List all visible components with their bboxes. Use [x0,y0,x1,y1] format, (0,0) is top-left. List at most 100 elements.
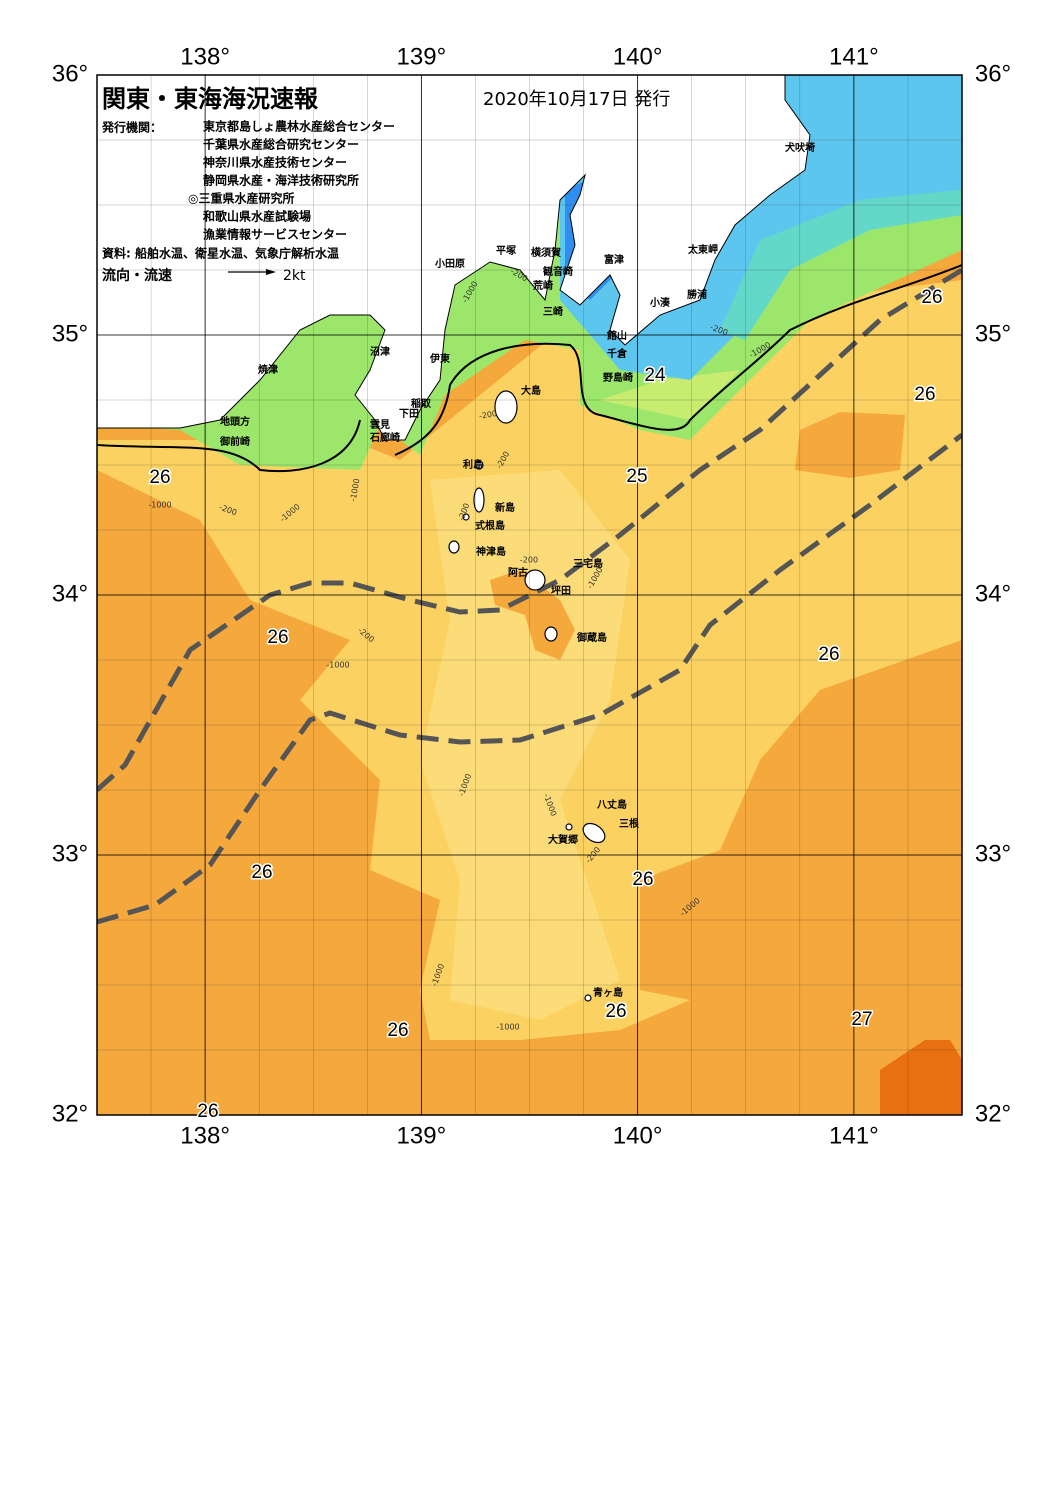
source: 資料: 船舶水温、衛星水温、気象庁解析水温 [102,246,339,261]
grid [97,74,962,1116]
title: 関東・東海海況速報 [102,85,319,113]
place-name: 太東岬 [687,243,718,256]
longitude-label: 138° [180,43,230,70]
temperature-label: 26 [921,287,942,308]
place-name: 勝浦 [687,288,707,301]
islands [448,390,606,1002]
issuer: 神奈川県水産技術センター [203,155,347,170]
temperature-label: 25 [626,466,647,487]
sea-coastal-yellowgreen [600,370,740,420]
latitude-label: 36° [52,60,88,87]
longitude-label: 139° [397,43,447,70]
issue-date: 2020年10月17日 発行 [483,89,670,110]
legend-arrowhead [266,269,276,275]
place-name: 荒崎 [532,279,553,292]
place-name: 館山 [606,329,627,342]
legend-label: 流向・流速 [102,267,172,284]
place-name: 阿古 [508,566,528,579]
place-name: 横須賀 [531,246,561,259]
place-name: 大島 [521,384,541,397]
issuer-label: 発行機関： [101,120,162,135]
legend-scale: 2kt [283,268,306,284]
isotherm-line [97,264,962,473]
sea-warm-patch [795,412,905,478]
land [97,75,811,441]
temperature-label: 26 [914,384,935,405]
depth-label: -200 [520,556,538,565]
place-name: 青ヶ島 [593,986,623,999]
depth-label: -1000 [349,478,362,502]
map-frame [96,74,963,1116]
place-name: 富津 [604,253,624,266]
place-name: 小田原 [434,257,465,270]
place-name: 稲取 [411,397,432,410]
latitude-label: 33° [975,840,1011,867]
temperature-label: 26 [149,467,170,488]
temperature-label: 26 [818,644,839,665]
place-name: 利島 [463,458,483,471]
place-name: 三根 [619,817,639,830]
place-name: 地頭方 [220,415,250,428]
place-name: 式根島 [475,519,505,532]
temperature-label: 26 [197,1101,218,1122]
issuer: 東京都島しょ農林水産総合センター [203,119,395,134]
temperature-label: 26 [267,627,288,648]
latitude-label: 35° [975,320,1011,347]
current-axis [97,267,962,792]
longitude-label: 138° [180,1122,230,1149]
longitude-label: 141° [829,1122,879,1149]
depth-label: -200 [478,409,497,421]
place-name: 御前崎 [219,435,250,448]
place-name: 観音崎 [543,265,573,278]
temperature-label: 26 [605,1001,626,1022]
place-name: 下田 [399,408,419,420]
place-name: 千倉 [607,347,628,360]
depth-label: -1000 [496,1023,519,1032]
issuer: 静岡県水産・海洋技術研究所 [203,173,359,188]
place-name: 焼津 [258,363,278,376]
place-name: 八丈島 [596,798,627,811]
place-name: 平塚 [496,244,516,257]
latitude-label: 34° [975,580,1011,607]
issuer: 和歌山県水産試験場 [202,209,311,224]
temperature-label: 26 [251,862,272,883]
place-name: 沼津 [370,345,390,358]
temperature-label: 26 [387,1020,408,1041]
latitude-label: 32° [975,1100,1011,1127]
place-name: 三宅島 [573,557,603,570]
longitude-label: 140° [613,1122,663,1149]
depth-label: -1000 [148,501,171,510]
latitude-label: 35° [52,320,88,347]
latitude-label: 36° [975,60,1011,87]
temperature-label: 24 [644,365,666,386]
temperature-label: 27 [851,1009,872,1030]
place-name: 三崎 [543,305,563,318]
place-name: 石廊崎 [369,431,400,444]
place-name: 小湊 [649,296,671,309]
temperature-label: 26 [632,869,653,890]
issuer: 漁業情報サービスセンター [203,227,347,242]
issuer: 千葉県水産総合研究センター [203,137,359,152]
place-name: 坪田 [551,584,571,597]
longitude-label: 139° [397,1122,447,1149]
place-name: 伊東 [429,352,450,365]
latitude-label: 34° [52,580,88,607]
place-name: 犬吠埼 [785,141,815,154]
longitude-label: 141° [829,43,879,70]
place-name: 新島 [495,501,515,514]
depth-label: -1000 [326,661,349,670]
place-name: 御蔵島 [576,631,607,644]
sea-mild-light [420,470,630,1020]
place-name: 雲見 [370,419,390,431]
place-name: 野島崎 [603,371,633,384]
current-axis [97,433,962,925]
sea-hot [880,1040,962,1115]
place-name: 神津島 [476,545,506,558]
longitude-label: 140° [613,43,663,70]
place-name: 大賀郷 [548,833,578,846]
latitude-label: 33° [52,840,88,867]
latitude-label: 32° [52,1100,88,1127]
issuer: ◎三重県水産研究所 [188,191,294,206]
